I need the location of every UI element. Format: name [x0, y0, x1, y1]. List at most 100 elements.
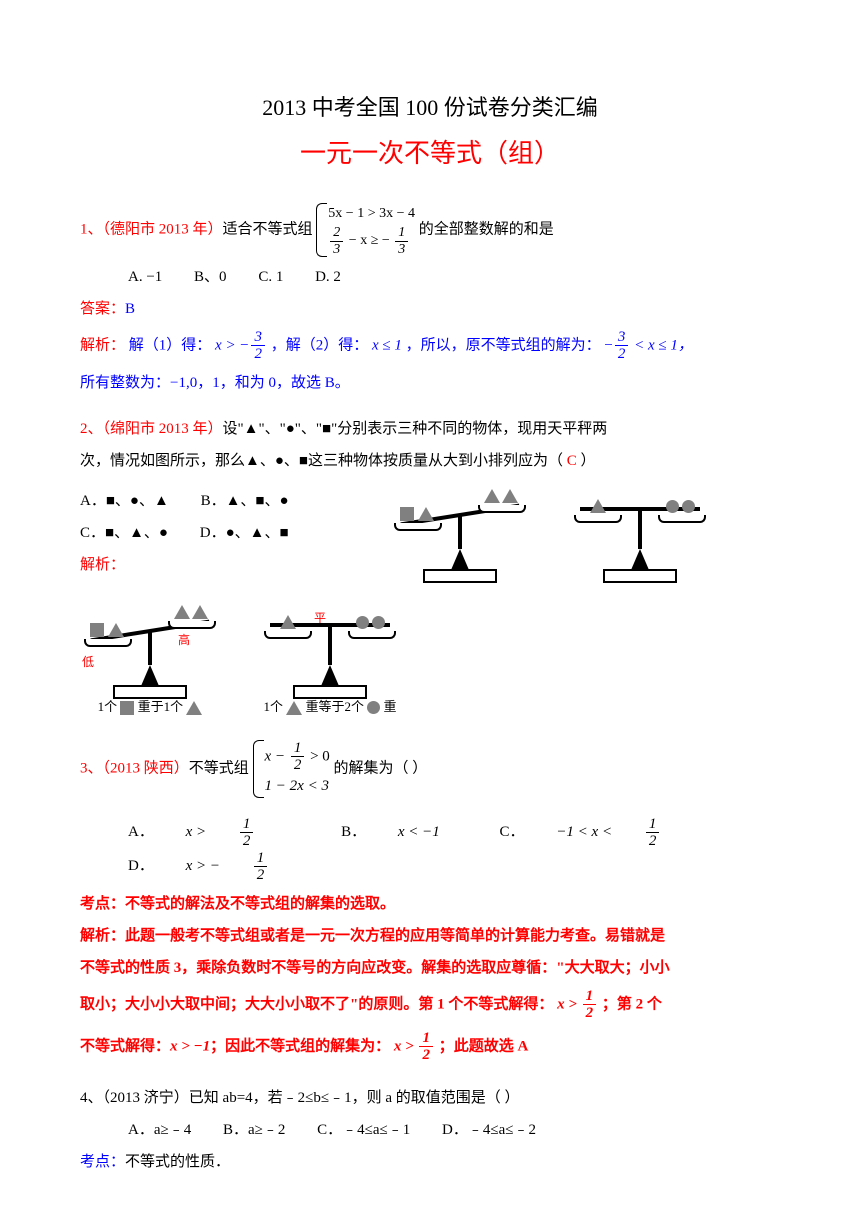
q1-stem: 1、（德阳市 2013 年）适合不等式组 5x − 1 > 3x − 4 23 … — [80, 203, 780, 257]
sub-title: 一元一次不等式（组） — [80, 133, 780, 175]
q3-source: （2013 陕西） — [103, 760, 189, 776]
q1-text-before: 适合不等式组 — [223, 221, 313, 237]
q2-options-row2: C．■、▲、● D．●、▲、■ — [80, 521, 360, 545]
q3-expl-l1: 解析：此题一般考不等式组或者是一元一次方程的应用等简单的计算能力考查。易错就是 — [80, 924, 780, 948]
q3-expl-l3: 取小；大小小大取中间；大大小小取不了"的原则。第 1 个不等式解得： x > 1… — [80, 988, 780, 1022]
frac-den: 3 — [330, 242, 343, 257]
frac-num: 1 — [395, 225, 408, 241]
q2-source: （绵阳市 2013 年） — [103, 421, 223, 437]
balance-level-icon — [570, 487, 710, 577]
q2-text1: 设"▲"、"●"、"■"分别表示三种不同的物体，现用天平秤两 — [223, 421, 608, 437]
q3-optB: B． x < −1 — [341, 824, 468, 840]
text: 重等于2个 — [305, 699, 364, 714]
text: x ≤ 1 — [372, 337, 402, 353]
text: ，所以，原不等式组的解为： — [406, 337, 601, 353]
q2-figure-explain: 低 高 1个 重于1个 平 1个 重等于2个 — [80, 603, 780, 718]
text: 1个 — [98, 699, 118, 714]
q3-expl-l4: 不等式解得：x > −1；因此不等式组的解集为： x > 12 ；此题故选 A — [80, 1030, 780, 1064]
answer-value: B — [125, 301, 135, 317]
text: − — [604, 337, 612, 353]
frac-num: 3 — [615, 329, 629, 347]
q4-block: 4、（2013 济宁）已知 ab=4，若﹣2≤b≤﹣1，则 a 的取值范围是（ … — [80, 1086, 780, 1174]
q2-optD: D．●、▲、■ — [200, 525, 289, 541]
q2-optA: A．■、●、▲ — [80, 493, 169, 509]
q2-optC: C．■、▲、● — [80, 525, 168, 541]
frac-den: 2 — [291, 757, 305, 774]
balance-explain1-icon: 低 高 — [80, 603, 220, 693]
q2-optB: B．▲、■、● — [201, 493, 289, 509]
explain-label: 解析： — [80, 337, 125, 353]
caption-2: 1个 重等于2个 重 — [260, 697, 400, 718]
text: ，解（2）得： — [271, 337, 369, 353]
q2-block: 2、（绵阳市 2013 年）设"▲"、"●"、"■"分别表示三种不同的物体，现用… — [80, 417, 780, 718]
q4-optD: D．﹣4≤a≤﹣2 — [442, 1122, 536, 1138]
q3-expl-l2: 不等式的性质 3，乘除负数时不等号的方向应改变。解集的选取应尊循："大大取大；小… — [80, 956, 780, 980]
q4-text: 已知 ab=4，若﹣2≤b≤﹣1，则 a 的取值范围是（ ） — [189, 1090, 520, 1106]
frac-den: 2 — [251, 346, 265, 363]
q2-options-row1: A．■、●、▲ B．▲、■、● — [80, 489, 360, 513]
q1-source: （德阳市 2013 年） — [103, 221, 223, 237]
q3-text-before: 不等式组 — [189, 760, 249, 776]
q2-explain-label: 解析： — [80, 553, 360, 577]
q4-number: 4、 — [80, 1090, 103, 1106]
text: 解（1）得： — [129, 337, 212, 353]
q1-explain-1: 解析： 解（1）得： x > −32 ，解（2）得： x ≤ 1 ，所以，原不等… — [80, 329, 780, 363]
q4-options: A．a≥﹣4 B．a≥﹣2 C．﹣4≤a≤﹣1 D．﹣4≤a≤﹣2 — [80, 1118, 780, 1142]
text: x > − — [215, 337, 249, 353]
answer-label: 答案： — [80, 301, 125, 317]
text: > 0 — [310, 748, 330, 764]
q4-optA: A．a≥﹣4 — [128, 1122, 191, 1138]
q1-optB: B、0 — [194, 269, 227, 285]
text: 1个 — [263, 699, 283, 714]
q1-text-after: 的全部整数解的和是 — [419, 221, 554, 237]
q4-optC: C．﹣4≤a≤﹣1 — [317, 1122, 410, 1138]
q4-source: （2013 济宁） — [103, 1090, 189, 1106]
frac-num: 2 — [330, 225, 343, 241]
q1-explain-2: 所有整数为：−1,0，1，和为 0，故选 B。 — [80, 371, 780, 395]
q2-text2-row: 次，情况如图所示，那么▲、●、■这三种物体按质量从大到小排列应为（ C ） — [80, 449, 780, 473]
q1-number: 1、 — [80, 221, 103, 237]
balance-explain2-icon: 平 — [260, 603, 400, 693]
kaodian-label: 考点： — [80, 1154, 125, 1170]
text: − x ≥ − — [349, 233, 390, 248]
q3-kaodian: 考点：不等式的解法及不等式组的解集的选取。 — [80, 892, 780, 916]
q2-text2: 次，情况如图所示，那么▲、●、■这三种物体按质量从大到小排列应为（ — [80, 453, 563, 469]
q1-sys-row1: 5x − 1 > 3x − 4 — [328, 203, 415, 225]
frac-num: 3 — [251, 329, 265, 347]
q1-optA: A. −1 — [128, 269, 162, 285]
text: ） — [581, 453, 596, 469]
q1-optD: D. 2 — [315, 269, 341, 285]
q1-system: 5x − 1 > 3x − 4 23 − x ≥ − 13 — [316, 203, 415, 257]
q3-text-after: 的解集为（ ） — [334, 760, 428, 776]
frac-den: 3 — [395, 242, 408, 257]
q3-system: x − 12 > 0 1 − 2x < 3 — [253, 740, 330, 798]
q1-answer: 答案：B — [80, 297, 780, 321]
q1-optC: C. 1 — [258, 269, 283, 285]
frac-den: 2 — [615, 346, 629, 363]
main-title: 2013 中考全国 100 份试卷分类汇编 — [80, 90, 780, 125]
balance-tilted-icon — [390, 487, 530, 577]
q4-optB: B．a≥﹣2 — [223, 1122, 285, 1138]
q2-number: 2、 — [80, 421, 103, 437]
q1-sys-row2: 23 − x ≥ − 13 — [328, 225, 415, 257]
q3-optD: D． x > − 12 — [128, 858, 323, 874]
kaodian-text: 不等式的性质． — [125, 1154, 230, 1170]
q3-optA: A． x > 12 — [128, 824, 309, 840]
caption-1: 1个 重于1个 — [80, 697, 220, 718]
text: x − — [265, 748, 286, 764]
q3-optC: C． −1 < x < 12 — [500, 824, 716, 840]
text: < x ≤ 1， — [630, 337, 693, 353]
q3-options: A． x > 12 B． x < −1 C． −1 < x < 12 D． x … — [80, 816, 780, 884]
q3-number: 3、 — [80, 760, 103, 776]
q4-kaodian: 考点：不等式的性质． — [80, 1150, 780, 1174]
q2-figure-original — [390, 487, 710, 577]
label-low: 低 — [82, 653, 94, 672]
label-high: 高 — [178, 631, 190, 650]
text: 重于1个 — [138, 699, 184, 714]
q3-sys-row2: 1 − 2x < 3 — [265, 774, 330, 798]
q1-options: A. −1 B、0 C. 1 D. 2 — [80, 265, 780, 289]
q2-answer-inline: C — [567, 453, 577, 469]
frac-num: 1 — [291, 740, 305, 758]
q3-block: 3、（2013 陕西）不等式组 x − 12 > 0 1 − 2x < 3 的解… — [80, 740, 780, 1064]
text: 重 — [384, 699, 397, 714]
